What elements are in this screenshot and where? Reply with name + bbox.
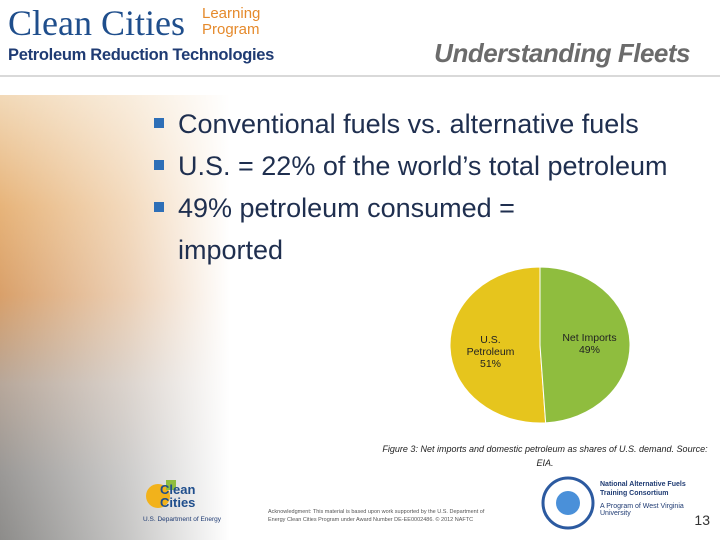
slice-name: U.S. Petroleum bbox=[466, 333, 515, 358]
section-title: Understanding Fleets bbox=[434, 38, 690, 68]
slice-value: 51% bbox=[480, 357, 502, 370]
naftc-seal bbox=[541, 476, 595, 530]
department: U.S. Department of Energy bbox=[143, 516, 222, 523]
pie-slice bbox=[539, 266, 631, 424]
pie-chart bbox=[449, 266, 631, 424]
logo-mark bbox=[146, 480, 176, 508]
subtitle: Petroleum Reduction Technologies bbox=[8, 46, 275, 64]
background-photo bbox=[0, 95, 230, 540]
bullet: U.S. = 22% of the world’s total petroleu… bbox=[150, 145, 670, 187]
seal-center bbox=[556, 491, 580, 515]
slice-label: Net Imports 49% bbox=[554, 332, 624, 356]
pie-slice bbox=[449, 266, 547, 424]
header-rule bbox=[0, 75, 720, 77]
consortium: National Alternative Fuels Training Cons… bbox=[600, 481, 686, 497]
bullet: 49% petroleum consumed = imported bbox=[150, 187, 558, 271]
slice-label: U.S. Petroleum 51% bbox=[456, 334, 526, 370]
logo-leaf bbox=[166, 480, 176, 490]
slice-name: Net Imports bbox=[562, 332, 617, 345]
slice-value: 49% bbox=[578, 344, 600, 357]
logo-text: Clean Cities bbox=[160, 482, 196, 510]
page-number: 13 bbox=[694, 512, 710, 528]
bullet: Conventional fuels vs. alternative fuels bbox=[150, 103, 670, 145]
program-label: Learning Program bbox=[202, 5, 261, 38]
university: A Program of West Virginia University bbox=[600, 503, 684, 517]
bullet-list: Conventional fuels vs. alternative fuels… bbox=[150, 103, 670, 271]
logo-sun bbox=[146, 484, 170, 508]
figure-caption: Figure 3: Net imports and domestic petro… bbox=[382, 444, 708, 468]
acknowledgment: Acknowledgment: This material is based u… bbox=[268, 509, 485, 523]
brand-title: Clean Cities bbox=[8, 3, 185, 43]
